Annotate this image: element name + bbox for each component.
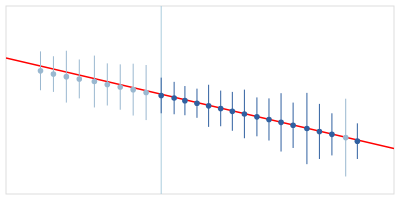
point [105,82,111,88]
plot-frame [6,6,394,194]
point [92,79,98,85]
vertical-line [161,6,162,194]
point [355,138,361,144]
point [206,103,212,109]
point [171,95,177,101]
point [304,126,310,132]
point [130,87,136,93]
point [182,98,188,104]
point [64,74,70,80]
point [242,111,248,117]
point [317,129,323,135]
point [38,68,44,74]
point [278,120,284,126]
point [290,122,296,128]
point [117,84,123,90]
point [143,90,149,96]
plot-area [6,6,394,194]
point [329,132,335,138]
fit-line [6,58,394,149]
chart [0,0,400,200]
point [51,71,57,77]
point [158,93,164,99]
point [230,109,236,115]
point [76,76,82,82]
point [343,135,349,141]
point [194,100,200,106]
point [254,114,260,120]
point [218,106,224,112]
point [266,117,272,123]
